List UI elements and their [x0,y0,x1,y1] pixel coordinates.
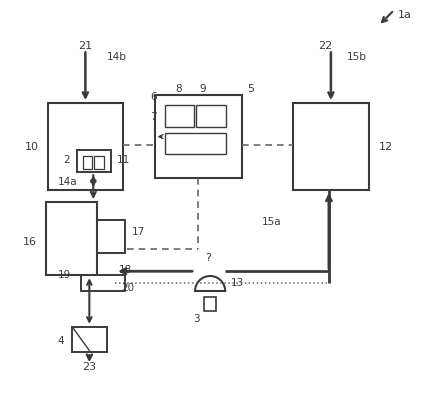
Text: 20: 20 [121,283,134,293]
Text: ?: ? [205,253,211,263]
Text: 22: 22 [318,40,332,51]
Text: 19: 19 [58,270,71,280]
Bar [155,95,242,178]
Text: 4: 4 [57,335,63,346]
Text: 17: 17 [132,227,145,237]
Bar [165,105,194,127]
Text: 7: 7 [151,112,157,122]
Text: 15b: 15b [347,52,367,63]
Bar [204,297,216,311]
Text: 18: 18 [119,265,132,275]
Bar [83,156,92,169]
Bar [71,327,107,352]
Text: 10: 10 [25,141,39,152]
Bar [196,105,226,127]
Text: 13: 13 [231,278,244,288]
Text: 12: 12 [378,141,392,152]
Text: 1a: 1a [398,10,412,20]
Bar [165,133,226,154]
Text: 6: 6 [151,92,157,102]
Text: 11: 11 [117,155,130,166]
Text: 16: 16 [23,236,37,247]
Text: 3: 3 [193,314,199,324]
Text: 9: 9 [199,84,206,94]
Text: 14a: 14a [58,177,77,187]
Text: 2: 2 [63,155,70,166]
Bar [48,103,123,190]
Text: 14b: 14b [107,52,127,63]
Text: 21: 21 [78,40,92,51]
Text: 8: 8 [175,84,182,94]
Bar [77,150,111,172]
Text: 23: 23 [82,362,96,373]
Bar [97,220,125,253]
Bar [293,103,369,190]
Text: 5: 5 [247,84,254,94]
Text: 15a: 15a [262,217,281,227]
Bar [81,275,125,291]
Bar [46,202,97,275]
Bar [94,156,103,169]
